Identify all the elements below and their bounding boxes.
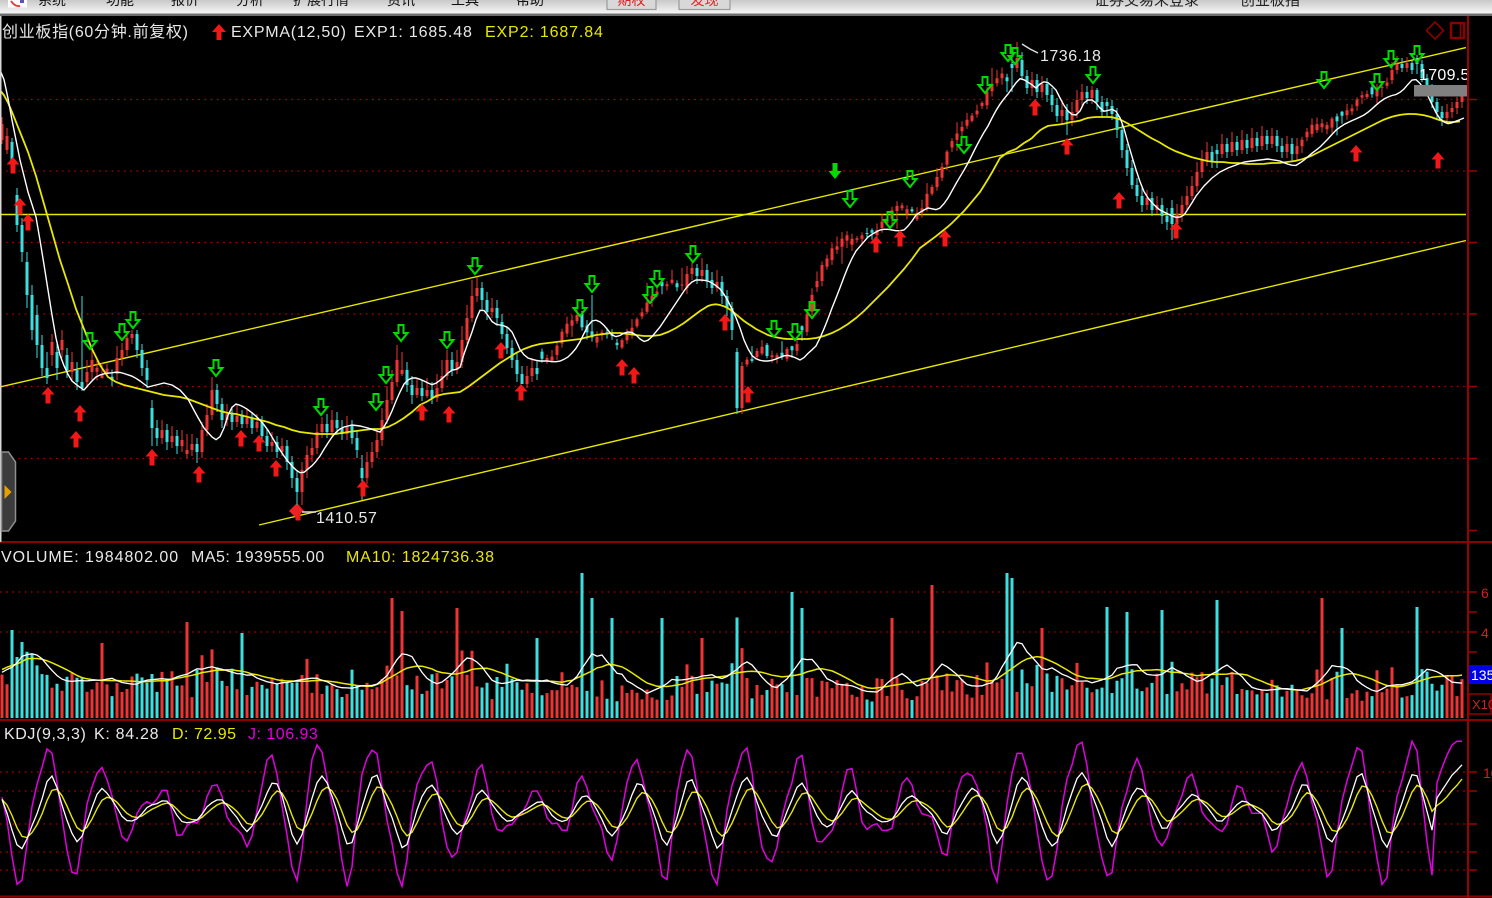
svg-text:MA10: 1824736.38: MA10: 1824736.38 — [346, 549, 495, 566]
svg-text:系统: 系统 — [38, 0, 66, 8]
svg-text:MA5: 1939555.00: MA5: 1939555.00 — [191, 549, 325, 566]
svg-text:扩展行情: 扩展行情 — [293, 0, 349, 8]
svg-text:证券交易未登录: 证券交易未登录 — [1094, 0, 1199, 9]
svg-text:VOLUME: 1984802.00: VOLUME: 1984802.00 — [1, 549, 179, 566]
svg-text:J: 106.93: J: 106.93 — [248, 726, 318, 743]
svg-text:6: 6 — [1481, 585, 1489, 601]
svg-text:1709.5: 1709.5 — [1419, 67, 1470, 84]
svg-text:分析: 分析 — [236, 0, 264, 8]
svg-text:功能: 功能 — [106, 0, 134, 8]
svg-text:K: 84.28: K: 84.28 — [94, 726, 159, 743]
svg-text:10: 10 — [1483, 765, 1492, 781]
svg-text:创业板指(60分钟.前复权): 创业板指(60分钟.前复权) — [2, 23, 189, 41]
svg-text:EXP2: 1687.84: EXP2: 1687.84 — [485, 24, 604, 41]
svg-text:1410.57: 1410.57 — [316, 510, 377, 527]
svg-text:工具: 工具 — [451, 0, 479, 8]
svg-text:4: 4 — [1481, 625, 1489, 641]
svg-text:KDJ(9,3,3): KDJ(9,3,3) — [4, 726, 86, 743]
svg-text:帮助: 帮助 — [516, 0, 544, 8]
svg-text:EXP1: 1685.48: EXP1: 1685.48 — [354, 24, 473, 41]
svg-text:报价: 报价 — [171, 0, 199, 8]
svg-text:创业板指: 创业板指 — [1240, 0, 1300, 9]
svg-text:发现: 发现 — [691, 0, 719, 8]
svg-text:资讯: 资讯 — [387, 0, 415, 8]
svg-text:1359: 1359 — [1471, 667, 1492, 683]
svg-text:EXPMA(12,50): EXPMA(12,50) — [231, 24, 347, 41]
svg-text:X10: X10 — [1472, 697, 1492, 712]
svg-text:D: 72.95: D: 72.95 — [172, 726, 236, 743]
svg-text:期权: 期权 — [618, 0, 646, 8]
svg-text:1736.18: 1736.18 — [1040, 48, 1101, 65]
